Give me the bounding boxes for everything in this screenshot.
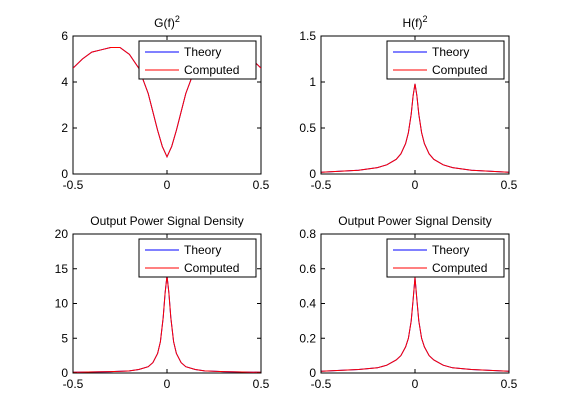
x-tick-label: 0.5 xyxy=(253,178,270,192)
y-tick-label: 0 xyxy=(309,366,316,380)
x-tick-label: -0.5 xyxy=(63,178,84,192)
y-tick-label: 0.8 xyxy=(299,227,316,241)
x-tick-label: 0.5 xyxy=(501,377,518,391)
series-line-computed xyxy=(321,83,509,173)
subplot-title: G(f)2 xyxy=(154,14,180,30)
y-tick-label: 1 xyxy=(309,75,316,89)
y-tick-label: 0 xyxy=(61,366,68,380)
legend-box xyxy=(386,238,505,278)
legend: Theory Computed xyxy=(138,238,257,278)
legend-box xyxy=(138,40,257,80)
subplot-title: Output Power Signal Density xyxy=(338,214,491,228)
title-superscript: 2 xyxy=(175,14,180,24)
legend-label-computed: Computed xyxy=(184,63,239,77)
subplot-title: Output Power Signal Density xyxy=(90,214,243,228)
x-tick-label: 0.5 xyxy=(253,377,270,391)
y-tick-label: 0.2 xyxy=(299,331,316,345)
x-tick-label: -0.5 xyxy=(311,377,332,391)
subplot-title: H(f)2 xyxy=(402,14,427,30)
y-tick-label: 0.5 xyxy=(299,121,316,135)
legend-box xyxy=(386,40,505,80)
legend-label-theory: Theory xyxy=(432,45,469,59)
y-tick-label: 5 xyxy=(61,331,68,345)
legend: Theory Computed xyxy=(386,40,505,80)
legend-label-computed: Computed xyxy=(184,261,239,275)
x-tick-label: 0 xyxy=(412,178,419,192)
legend: Theory Computed xyxy=(386,238,505,278)
legend-label-theory: Theory xyxy=(184,45,221,59)
y-tick-label: 0 xyxy=(309,167,316,181)
legend-label-theory: Theory xyxy=(432,243,469,257)
x-tick-label: -0.5 xyxy=(63,377,84,391)
y-tick-label: 2 xyxy=(61,121,68,135)
x-tick-label: -0.5 xyxy=(311,178,332,192)
legend-label-computed: Computed xyxy=(432,63,487,77)
legend-label-theory: Theory xyxy=(184,243,221,257)
x-tick-label: 0 xyxy=(164,178,171,192)
y-tick-label: 10 xyxy=(55,297,69,311)
title-superscript: 2 xyxy=(422,14,427,24)
x-tick-label: 0.5 xyxy=(501,178,518,192)
y-tick-label: 0 xyxy=(61,167,68,181)
legend-box xyxy=(138,238,257,278)
y-tick-label: 0.4 xyxy=(299,297,316,311)
y-tick-label: 15 xyxy=(55,262,69,276)
x-tick-label: 0 xyxy=(164,377,171,391)
legend: Theory Computed xyxy=(138,40,257,80)
y-tick-label: 6 xyxy=(61,29,68,43)
y-tick-label: 1.5 xyxy=(299,29,316,43)
y-tick-label: 20 xyxy=(55,227,69,241)
x-tick-label: 0 xyxy=(412,377,419,391)
y-tick-label: 4 xyxy=(61,75,68,89)
y-tick-label: 0.6 xyxy=(299,262,316,276)
legend-label-computed: Computed xyxy=(432,261,487,275)
